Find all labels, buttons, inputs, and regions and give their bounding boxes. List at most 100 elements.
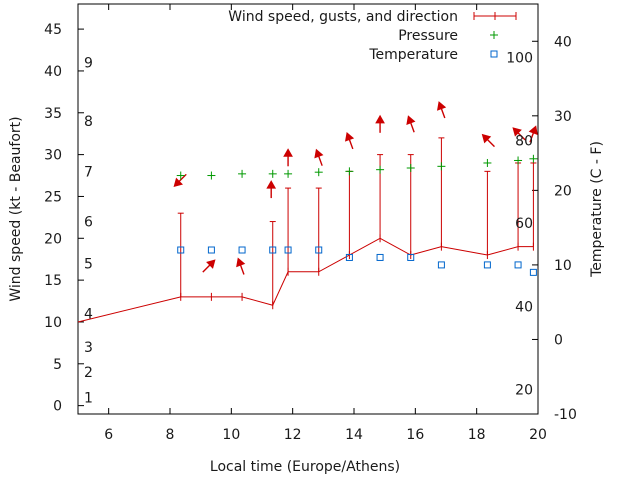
x-tick-label: 10 [222, 427, 240, 443]
y-axis-label-left: Wind speed (kt - Beaufort) [8, 116, 24, 301]
pressure-point [483, 158, 492, 167]
y-tick-label-left: 25 [44, 189, 62, 205]
direction-arrow [512, 127, 526, 141]
x-tick-label: 14 [345, 427, 363, 443]
beaufort-label: 6 [84, 215, 93, 231]
legend-label-temperature: Temperature [368, 47, 458, 63]
temperature-point [315, 246, 323, 254]
y-tick-label-right: 30 [554, 109, 572, 125]
x-tick-label: 16 [406, 427, 424, 443]
pressure-point [406, 164, 415, 172]
y-tick-label-left: 30 [44, 148, 62, 164]
temperature-point [483, 261, 491, 269]
axis-ticks: 6 8 10 12 14 16 18 20051015202530354045-1001020… [44, 4, 577, 443]
wind-series [77, 234, 534, 323]
temperature-series [177, 246, 537, 276]
x-tick-label: 8 [166, 427, 175, 443]
x-tick-label: 20 [529, 427, 547, 443]
pressure-point [514, 156, 523, 165]
x-tick-label: 12 [284, 427, 302, 443]
wind-speed-line [77, 237, 534, 323]
beaufort-label: 3 [84, 340, 93, 356]
legend-label-pressure: Pressure [398, 28, 458, 44]
beaufort-label: 2 [84, 365, 93, 381]
x-axis-label: Local time (Europe/Athens) [210, 459, 400, 475]
pressure-series [176, 154, 538, 180]
temperature-point [238, 246, 246, 254]
direction-arrow-head [236, 257, 246, 268]
gust-bars [177, 137, 537, 306]
direction-arrow [266, 180, 277, 199]
pressure-point [437, 162, 446, 171]
direction-arrows [173, 101, 538, 275]
direction-arrow-head [345, 132, 355, 142]
beaufort-label: 9 [84, 56, 93, 72]
temperature-point [437, 261, 445, 269]
y-axis-label-right: Temperature (C - F) [589, 141, 605, 278]
pressure-point [207, 171, 216, 180]
fahrenheit-label: 60 [515, 216, 533, 232]
pressure-point [376, 165, 385, 174]
y-tick-label-left: 20 [44, 231, 62, 247]
y-tick-label-left: 5 [53, 357, 62, 373]
temperature-point [345, 253, 353, 261]
temperature-point [269, 246, 277, 254]
direction-arrow [375, 114, 385, 133]
direction-arrow-head [406, 115, 416, 125]
direction-arrow-head [283, 148, 293, 157]
direction-arrow [314, 148, 324, 166]
temperature-point [529, 268, 537, 276]
direction-arrow [481, 133, 495, 148]
pressure-point [529, 154, 538, 163]
y-tick-label-right: 10 [554, 258, 572, 274]
y-tick-label-left: 10 [44, 315, 62, 331]
direction-arrow [236, 257, 246, 275]
pressure-point [238, 169, 247, 178]
x-tick-label: 18 [468, 427, 486, 443]
fahrenheit-label: 20 [515, 382, 533, 398]
pressure-point [284, 169, 293, 178]
temperature-point [177, 246, 185, 254]
legend-label-wind: Wind speed, gusts, and direction [228, 9, 458, 25]
fahrenheit-label: 40 [515, 300, 533, 316]
legend: Wind speed, gusts, and direction Pressur… [228, 9, 517, 63]
y-tick-label-right: 0 [554, 332, 563, 348]
pressure-point [345, 167, 354, 176]
direction-arrow [406, 115, 416, 133]
direction-arrow-head [437, 101, 447, 111]
direction-arrow-head [206, 259, 216, 269]
y-tick-label-left: 0 [53, 399, 62, 415]
secondary-scale-labels: 1 2 3 4 5 6 7 8 9 20 40 60 80 100 [84, 51, 533, 407]
fahrenheit-label: 80 [515, 133, 533, 149]
direction-arrow-head [512, 127, 522, 137]
y-tick-label-left: 15 [44, 273, 62, 289]
pressure-point [314, 168, 323, 177]
direction-arrow [345, 132, 355, 150]
direction-arrow [173, 173, 187, 188]
beaufort-label: 5 [84, 256, 93, 272]
temperature-point [514, 261, 522, 269]
direction-arrow-head [528, 125, 538, 135]
y-tick-label-left: 35 [44, 106, 62, 122]
temperature-point [207, 246, 215, 254]
temperature-point [376, 253, 384, 261]
direction-arrow-head [314, 148, 324, 159]
legend-swatch-temperature [490, 50, 498, 58]
direction-arrow-head [266, 180, 277, 189]
beaufort-label: 1 [84, 390, 93, 406]
pressure-point [176, 171, 185, 180]
direction-arrow-head [173, 177, 183, 188]
x-tick-label: 6 [104, 427, 113, 443]
y-tick-label-right: 40 [554, 34, 572, 50]
beaufort-label: 7 [84, 164, 93, 180]
legend-swatch-pressure [490, 31, 498, 39]
temperature-point [284, 246, 292, 254]
y-tick-label-right: 20 [554, 183, 572, 199]
beaufort-label: 4 [84, 307, 93, 323]
fahrenheit-label: 100 [506, 51, 533, 67]
pressure-point [268, 169, 277, 178]
y-tick-label-left: 40 [44, 64, 62, 80]
temperature-point [407, 253, 415, 261]
direction-arrow [528, 125, 538, 143]
